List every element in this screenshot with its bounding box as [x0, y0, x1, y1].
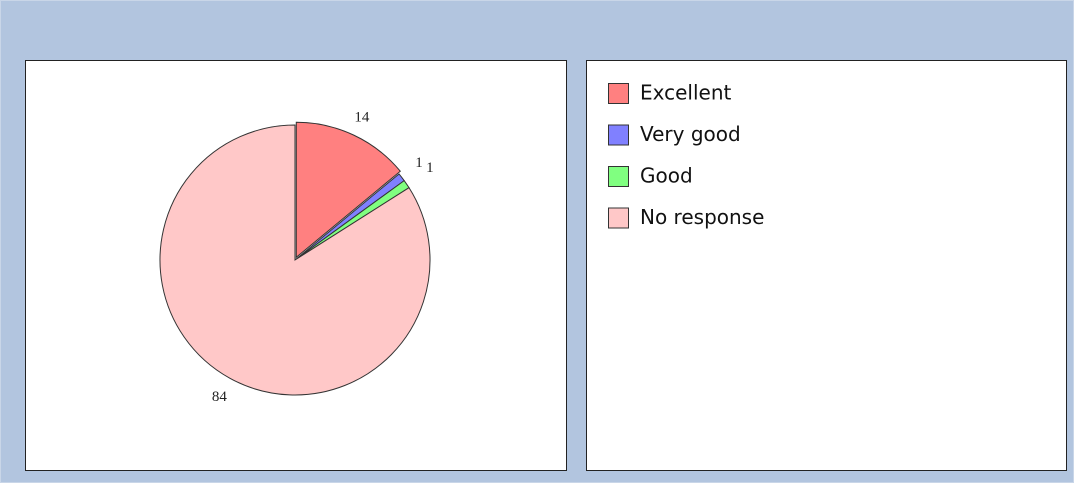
- value-label: 1: [426, 160, 434, 176]
- legend: Excellent Very good Good No response: [608, 81, 764, 229]
- value-label: 84: [212, 389, 228, 405]
- legend-label: No response: [640, 205, 764, 229]
- value-label: 14: [354, 109, 370, 125]
- legend-label: Good: [640, 164, 693, 188]
- legend-label: Very good: [640, 122, 741, 146]
- pie-slice: [295, 121, 402, 259]
- value-label: 1: [415, 155, 423, 171]
- pie-slice: [159, 124, 431, 396]
- legend-swatch: [608, 207, 629, 229]
- legend-swatch: [608, 83, 629, 104]
- pie: 14 1 1 84: [159, 109, 434, 405]
- legend-label: Excellent: [640, 81, 732, 105]
- legend-swatch: [608, 124, 629, 146]
- legend-panel: [586, 60, 1067, 471]
- legend-swatch: [608, 166, 629, 187]
